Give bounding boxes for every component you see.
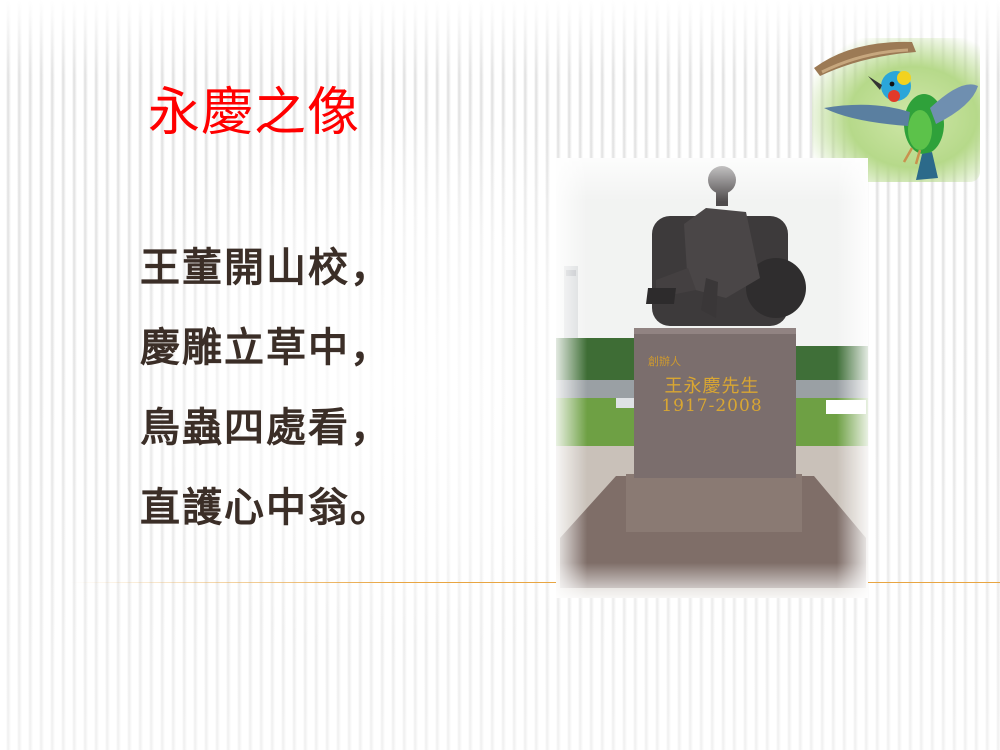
- poem-line-4: 直護心中翁。: [140, 485, 392, 531]
- poem-line-3: 鳥蟲四處看，: [140, 405, 392, 451]
- barbet-bird-illustration: [814, 41, 978, 180]
- photo-vignette: [556, 158, 868, 598]
- statue-photo: 創辦人 王永慶先生 1917-2008: [556, 158, 868, 598]
- poem-text: 王董開山校， 慶雕立草中， 鳥蟲四處看， 直護心中翁。: [140, 240, 392, 560]
- plaque-name: 王永慶先生: [664, 376, 760, 397]
- poem-line-1: 王董開山校，: [140, 245, 392, 291]
- plaque-label: 創辦人: [648, 355, 681, 368]
- divider-line: [70, 582, 1000, 583]
- bird-image: [812, 38, 980, 182]
- slide-title: 永慶之像: [148, 83, 361, 143]
- poem-line-2: 慶雕立草中，: [140, 325, 392, 371]
- plaque-years: 1917-2008: [661, 396, 763, 416]
